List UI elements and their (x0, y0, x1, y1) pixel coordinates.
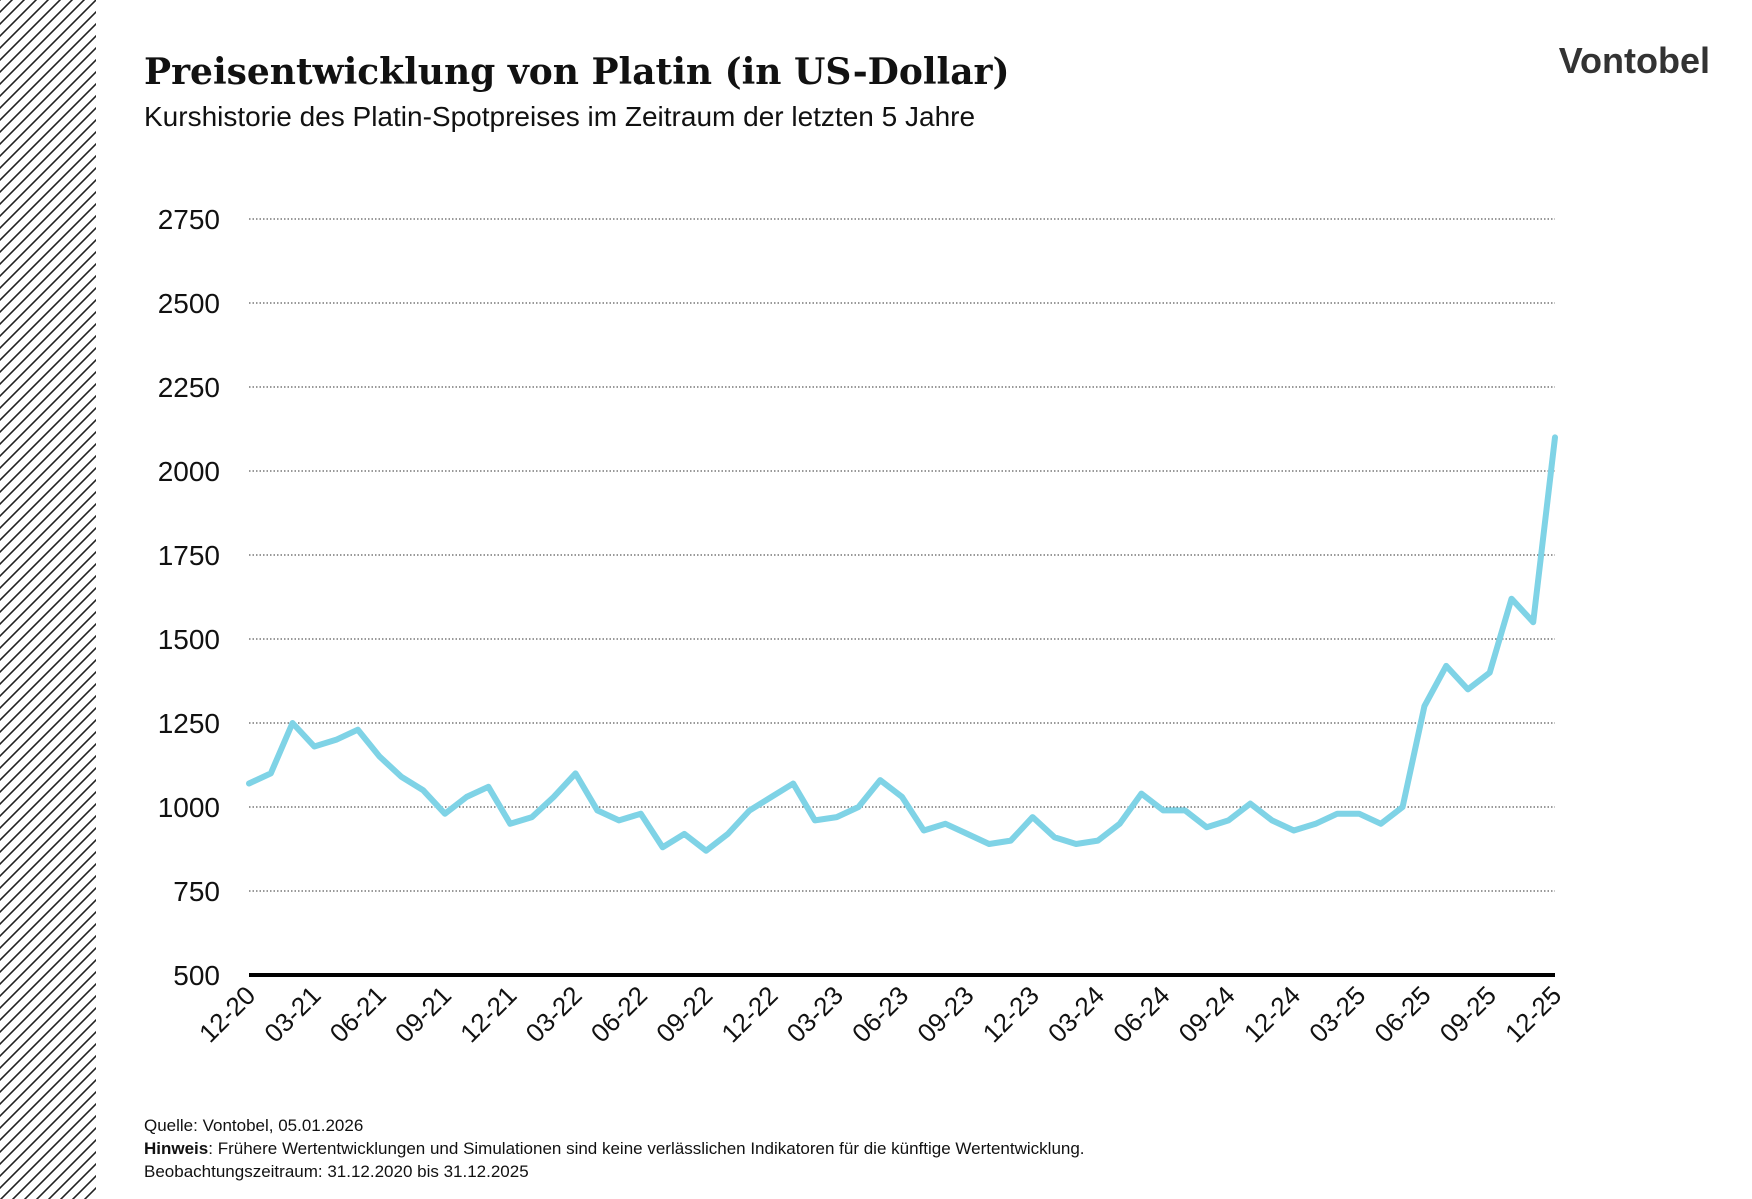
x-tick-label: 06-22 (585, 980, 653, 1048)
x-tick-label: 09-22 (650, 980, 718, 1048)
chart-title: Preisentwicklung von Platin (in US-Dolla… (144, 51, 1010, 93)
x-tick-label: 12-21 (454, 980, 522, 1048)
x-tick-label: 06-23 (846, 980, 914, 1048)
y-tick-label: 2750 (158, 204, 220, 235)
x-tick-label: 12-22 (715, 980, 783, 1048)
y-tick-label: 2000 (158, 456, 220, 487)
y-tick-label: 2500 (158, 288, 220, 319)
chart-subtitle: Kurshistorie des Platin-Spotpreises im Z… (144, 101, 975, 132)
x-tick-label: 12-24 (1238, 980, 1306, 1048)
footer-note-text: : Frühere Wertentwicklungen und Simulati… (208, 1139, 1084, 1158)
x-tick-label: 09-25 (1434, 980, 1502, 1048)
y-tick-label: 1250 (158, 708, 220, 739)
x-tick-label: 06-24 (1107, 980, 1175, 1048)
x-tick-label: 09-23 (911, 980, 979, 1048)
hatch-strip (0, 0, 96, 1199)
x-tick-label: 03-21 (258, 980, 326, 1048)
x-tick-label: 12-25 (1499, 980, 1567, 1048)
x-tick-label: 06-21 (324, 980, 392, 1048)
x-tick-label: 12-23 (977, 980, 1045, 1048)
y-tick-label: 500 (173, 960, 220, 991)
brand-logo: Vontobel (1559, 40, 1710, 81)
y-tick-label: 1500 (158, 624, 220, 655)
y-tick-label: 750 (173, 876, 220, 907)
y-tick-label: 1000 (158, 792, 220, 823)
x-tick-label: 03-25 (1303, 980, 1371, 1048)
y-tick-label: 1750 (158, 540, 220, 571)
x-tick-label: 03-24 (1042, 980, 1110, 1048)
x-tick-label: 09-21 (389, 980, 457, 1048)
x-tick-label: 03-22 (520, 980, 588, 1048)
x-tick-label: 03-23 (781, 980, 849, 1048)
footer-note-label: Hinweis (144, 1139, 208, 1158)
price-line (246, 434, 1558, 854)
x-tick-label: 09-24 (1173, 980, 1241, 1048)
footer-period: Beobachtungszeitraum: 31.12.2020 bis 31.… (144, 1162, 529, 1181)
footer-note: Hinweis: Frühere Wertentwicklungen und S… (144, 1139, 1085, 1158)
y-tick-label: 2250 (158, 372, 220, 403)
footer-source: Quelle: Vontobel, 05.01.2026 (144, 1116, 363, 1135)
x-tick-label: 06-25 (1368, 980, 1436, 1048)
